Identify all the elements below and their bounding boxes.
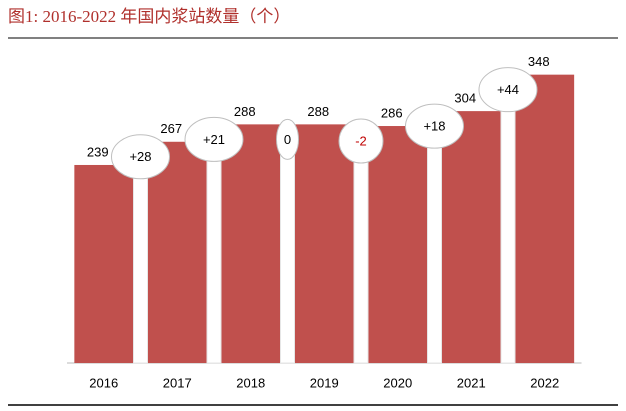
bar <box>294 124 354 363</box>
change-label: -2 <box>355 133 367 148</box>
change-bubble <box>338 118 384 164</box>
change-bubble <box>276 118 299 160</box>
change-bubble <box>478 67 538 113</box>
connector <box>353 140 369 364</box>
x-tick-label: 2020 <box>383 375 412 390</box>
connector <box>280 138 295 364</box>
x-tick-label: 2016 <box>89 375 118 390</box>
change-bubble <box>184 116 244 162</box>
change-bubble <box>111 134 170 180</box>
value-label: 288 <box>307 104 329 119</box>
value-label: 304 <box>454 91 476 106</box>
change-label: 0 <box>284 132 291 147</box>
connector <box>133 156 148 364</box>
bar <box>74 164 134 363</box>
bar <box>515 74 575 364</box>
connector <box>427 125 442 364</box>
bar <box>147 141 207 363</box>
bar <box>368 126 428 364</box>
chart-title: 图1: 2016-2022 年国内浆站数量（个） <box>8 7 290 26</box>
x-tick-label: 2018 <box>236 375 265 390</box>
x-tick-label: 2022 <box>530 375 559 390</box>
x-tick-label: 2019 <box>310 375 339 390</box>
change-label: +44 <box>497 82 519 97</box>
x-tick-label: 2017 <box>163 375 192 390</box>
change-bubble <box>405 103 464 149</box>
value-label: 348 <box>528 54 550 69</box>
change-label: +28 <box>129 149 151 164</box>
bar <box>441 111 501 363</box>
value-label: 288 <box>234 104 256 119</box>
value-label: 267 <box>160 121 182 136</box>
connector <box>500 89 516 364</box>
x-tick-label: 2021 <box>457 375 486 390</box>
value-label: 286 <box>381 105 403 120</box>
connector <box>206 138 222 364</box>
change-label: +21 <box>203 132 225 147</box>
bar <box>221 124 281 363</box>
change-label: +18 <box>423 119 445 134</box>
value-label: 239 <box>87 144 109 159</box>
